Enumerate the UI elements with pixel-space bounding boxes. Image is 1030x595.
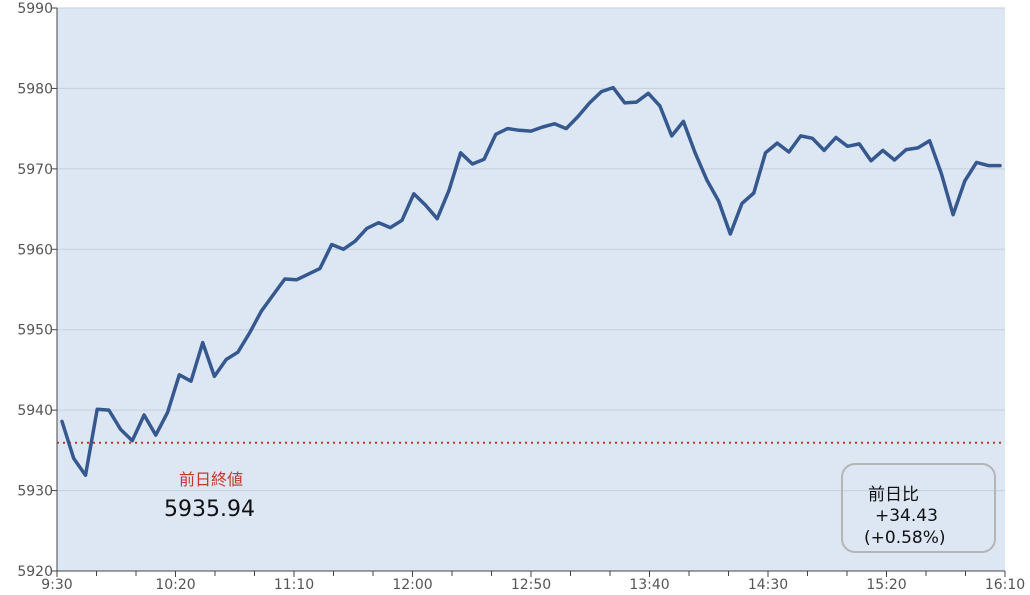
x-tick-label: 16:10 — [985, 577, 1025, 593]
x-tick-label: 12:00 — [392, 577, 432, 593]
change-box — [841, 463, 996, 553]
y-tick-label: 5970 — [17, 162, 53, 178]
change-abs: +34.43 — [875, 506, 938, 526]
y-tick-label: 5990 — [17, 1, 53, 17]
y-tick-label: 5930 — [17, 484, 53, 500]
x-axis-ticks: 9:30 10:20 11:10 12:00 12:50 13:40 14:30 15:20 1… — [41, 571, 1025, 593]
x-tick-label: 14:30 — [748, 577, 788, 593]
x-tick-label: 10:20 — [155, 577, 195, 593]
y-tick-label: 5950 — [17, 323, 53, 339]
change-label: 前日比 — [868, 485, 919, 505]
change-pct: (+0.58%) — [864, 528, 946, 548]
previous-close-label: 前日終値 — [179, 470, 243, 489]
series-points — [61, 87, 1001, 476]
x-tick-label: 13:40 — [629, 577, 669, 593]
x-tick-label: 15:20 — [866, 577, 906, 593]
y-tick-label: 5920 — [17, 564, 53, 580]
plot-area — [57, 8, 1005, 571]
y-tick-label: 5960 — [17, 242, 53, 258]
x-tick-label: 11:10 — [274, 577, 314, 593]
previous-close-value: 5935.94 — [164, 497, 255, 522]
y-tick-label: 5940 — [17, 403, 53, 419]
y-tick-label: 5980 — [17, 81, 53, 97]
x-tick-label: 12:50 — [511, 577, 551, 593]
x-tick-label: 9:30 — [41, 577, 72, 593]
y-axis-ticks: 5920 5930 5940 5950 5960 5970 5980 5990 — [17, 1, 57, 580]
grid-lines — [57, 7, 1005, 492]
